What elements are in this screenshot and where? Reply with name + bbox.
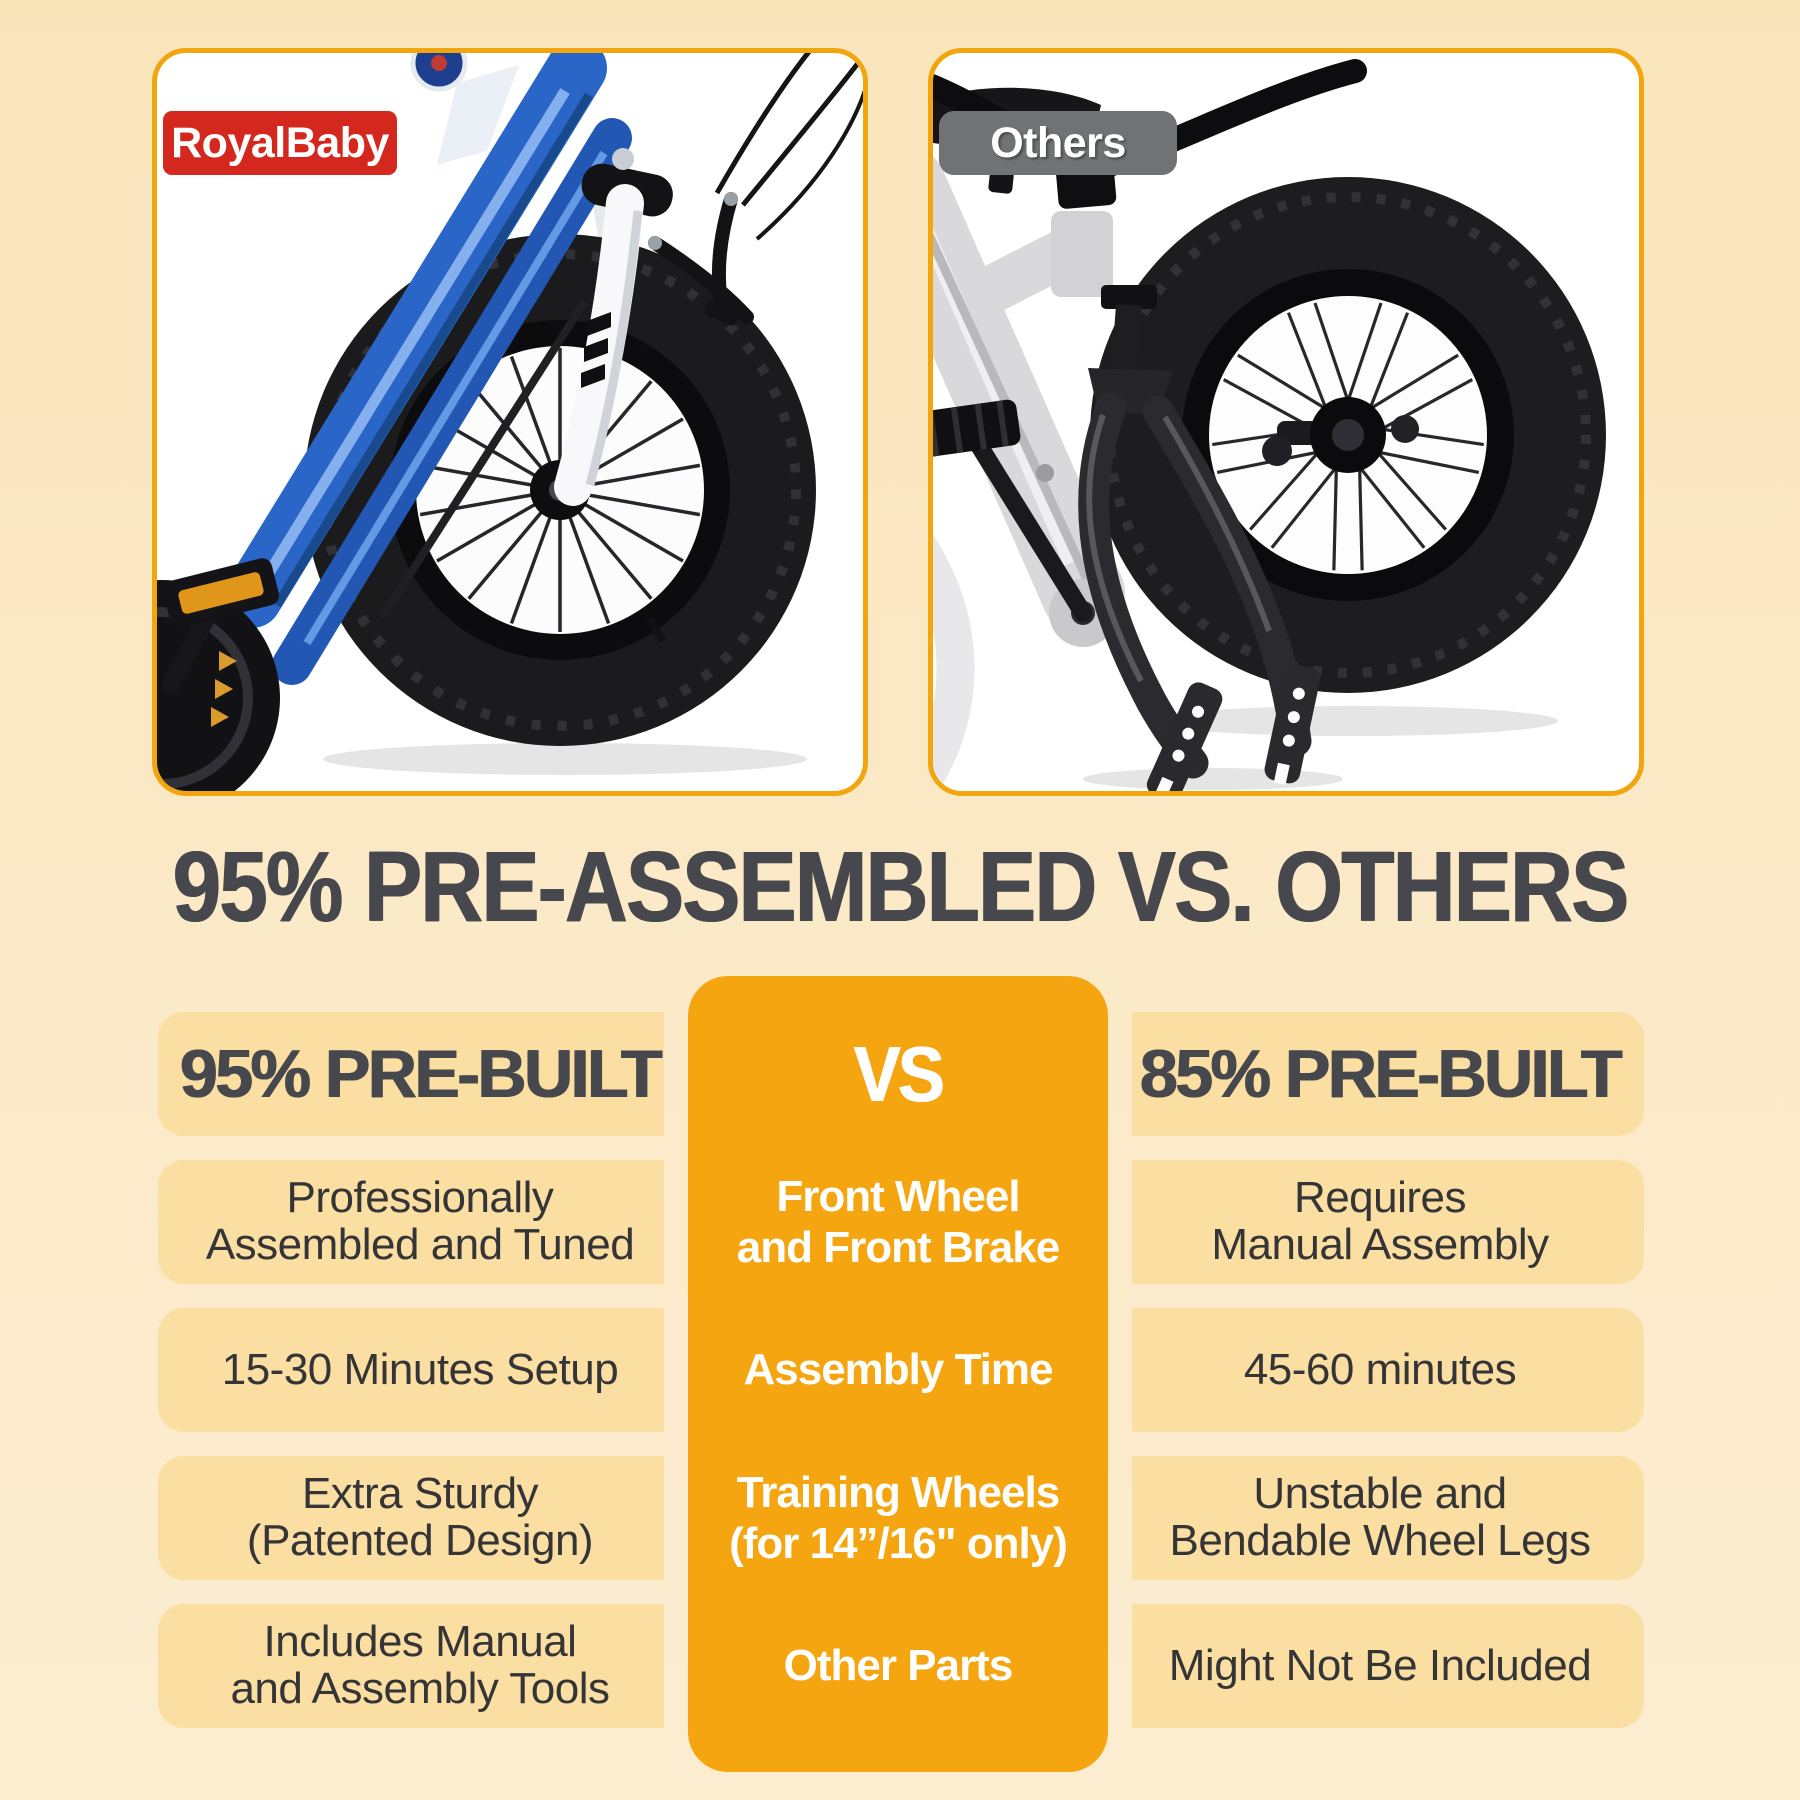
white-fork: [554, 184, 644, 506]
row-3-left-cell: Extra Sturdy (Patented Design): [246, 1469, 594, 1565]
row-4-center-cell: Other Parts: [783, 1641, 1014, 1691]
photo-panel-royalbaby: RoyalBaby: [152, 48, 868, 796]
pedal-and-crank: [933, 399, 1092, 622]
blue-frame: [222, 53, 632, 685]
royalbaby-brand-badge: RoyalBaby: [163, 111, 397, 175]
row-band-header-right: [1132, 1012, 1644, 1136]
detached-front-wheel: [1090, 177, 1606, 693]
right-column-header: 85% PRE-BUILT: [1139, 1036, 1623, 1112]
crank-and-pedal: [157, 558, 280, 791]
row-2-right-cell: 45-60 minutes: [1243, 1344, 1517, 1394]
row-band-header-left: [158, 1012, 664, 1136]
photo-panel-others: Others: [928, 48, 1644, 796]
page-title: 95% PRE-ASSEMBLED VS. OTHERS: [0, 830, 1800, 944]
others-brand-badge: Others: [939, 111, 1177, 175]
row-4-left-cell: Includes Manual and Assembly Tools: [230, 1617, 610, 1713]
row-1-center-cell: Front Wheel and Front Brake: [736, 1171, 1060, 1272]
row-4-right-cell: Might Not Be Included: [1168, 1640, 1592, 1690]
detached-fork: [1078, 285, 1321, 791]
row-1-left-cell: Professionally Assembled and Tuned: [205, 1173, 635, 1269]
vs-column: [688, 976, 1108, 1772]
row-band-1-left: [158, 1160, 664, 1284]
royalbaby-bike-photo: [157, 53, 863, 791]
row-band-4-right: [1132, 1604, 1644, 1728]
row-1-right-cell: Requires Manual Assembly: [1211, 1173, 1549, 1269]
vs-header-text: VS: [853, 1029, 945, 1118]
left-column-header: 95% PRE-BUILT: [179, 1036, 663, 1112]
row-3-right-cell: Unstable and Bendable Wheel Legs: [1169, 1469, 1591, 1565]
vs-header: VS: [688, 1012, 1108, 1136]
row-band-4-left: [158, 1604, 664, 1728]
front-brake: [648, 53, 863, 326]
row-band-2-left: [158, 1308, 664, 1432]
row-band-3-left: [158, 1456, 664, 1580]
fender: [933, 534, 975, 791]
row-band-1-right: [1132, 1160, 1644, 1284]
row-3-center-cell: Training Wheels (for 14”/16" only): [729, 1467, 1068, 1568]
spokes: [1212, 302, 1484, 571]
row-2-center-cell: Assembly Time: [743, 1345, 1053, 1395]
others-bike-photo: [933, 59, 1606, 791]
wheel-shadow: [323, 743, 807, 775]
row-band-3-right: [1132, 1456, 1644, 1580]
page-title-text: 95% PRE-ASSEMBLED VS. OTHERS: [172, 830, 1629, 943]
row-band-2-right: [1132, 1308, 1644, 1432]
row-2-left-cell: 15-30 Minutes Setup: [221, 1344, 619, 1394]
